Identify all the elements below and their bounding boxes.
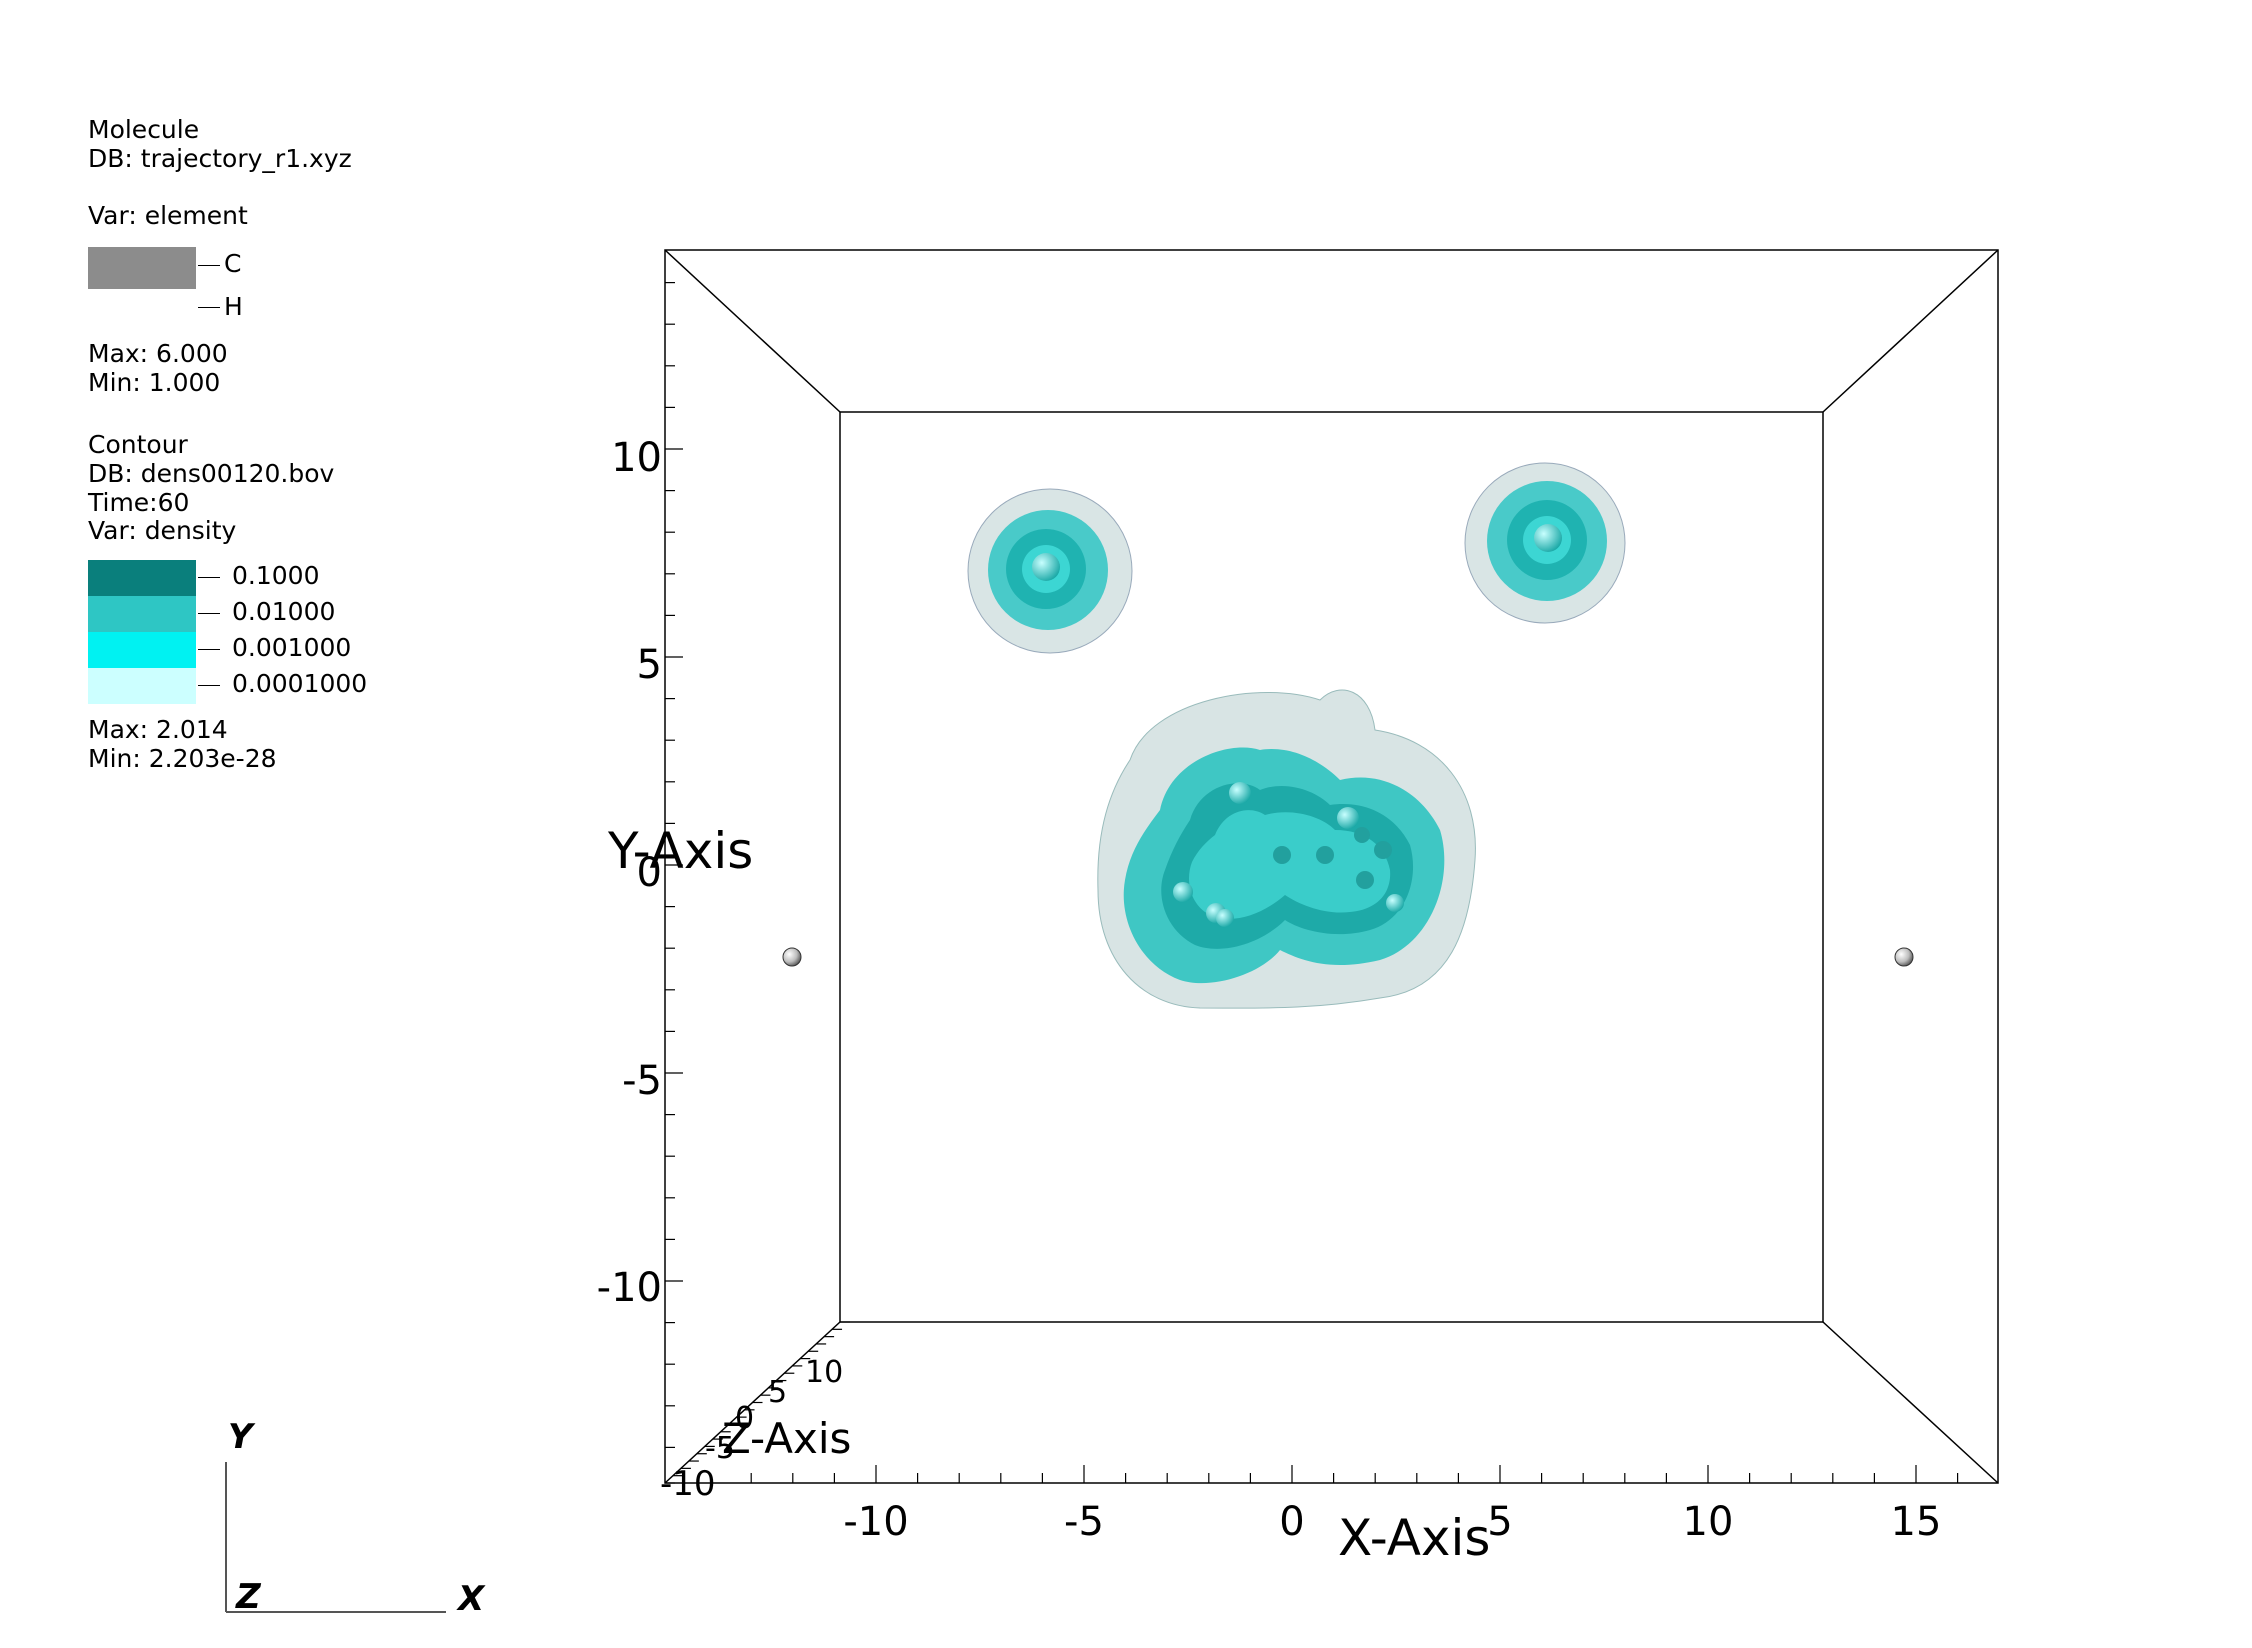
x-tick-label: 15 [1891,1499,1942,1545]
z-tick-label: -10 [660,1464,716,1504]
z-tick-label: -5 [705,1431,735,1466]
x-tick-labels: -10 -5 0 5 10 15 [843,1499,1941,1545]
box-back-face [839,411,1824,1323]
triad-x-label: X [456,1579,486,1619]
x-tick-label: 0 [1279,1499,1304,1545]
contour-legend-max: Max: 2.014 [88,715,228,744]
triad-z-label: Z [235,1577,262,1617]
x-tick-label: 10 [1683,1499,1734,1545]
y-tick-label: 0 [637,850,662,896]
y-tick-label: 10 [611,435,662,481]
atom-sphere [1216,909,1234,927]
legend-tick [198,265,220,266]
density-blob-molecule [1097,689,1476,1009]
x-axis-title: X-Axis [1338,1509,1490,1567]
density-blob-right [1464,462,1626,624]
contour-swatch-1 [88,596,196,632]
contour-swatch-3 [88,668,196,704]
legend-label-h: H [224,292,243,321]
x-tick-label: -5 [1064,1499,1104,1545]
atom-sphere [1173,882,1193,902]
z-tick-label: 10 [805,1355,843,1390]
contour-level-0: 0.1000 [232,561,320,590]
y-axis-title: Y-Axis [607,822,753,880]
y-tick-label: -5 [622,1058,662,1104]
atom-sphere [1356,871,1374,889]
legend-tick [198,649,220,650]
atom-sphere [1337,807,1359,829]
contour-swatch-0 [88,560,196,596]
y-tick-labels: 10 5 0 -5 -10 [597,435,662,1311]
contour-level-3: 0.0001000 [232,669,368,698]
atom-sphere [1386,894,1404,912]
x-tick-label: -10 [843,1499,908,1545]
contour-legend-var: Var: density [88,516,237,545]
triad-y-label: Y [228,1417,256,1457]
atom-sphere-isolated-left [782,947,802,967]
density-blob-left [967,488,1133,654]
contour-legend-db: DB: dens00120.bov [88,459,335,488]
z-axis-title: Z-Axis [722,1414,851,1463]
legend-tick [198,613,220,614]
atom-sphere [1316,846,1334,864]
z-tick-label: 5 [768,1375,787,1410]
molecule-legend-title: Molecule [88,115,200,144]
isosurface-core [1189,810,1391,919]
box-edge [1822,249,1999,413]
atom-sphere [1273,846,1291,864]
box-edge [1822,1321,1999,1484]
molecule-legend-min: Min: 1.000 [88,368,221,397]
y-tick-label: 5 [637,642,662,688]
legend-tick [198,307,220,308]
contour-level-1: 0.01000 [232,597,336,626]
contour-level-2: 0.001000 [232,633,352,662]
axis-ticks [665,282,1959,1484]
contour-legend-title: Contour [88,430,188,459]
legend-swatch-c [88,247,196,289]
x-tick-label: 5 [1487,1499,1512,1545]
z-tick-labels: 10 5 0 -5 -10 [660,1355,843,1504]
orientation-triad: Y X Z [225,1417,486,1619]
molecule-legend-var: Var: element [88,201,248,230]
box-edge [664,249,841,413]
atom-sphere [1374,841,1392,859]
atom-sphere [1229,782,1251,804]
atom-sphere [1354,827,1370,843]
z-tick-label: 0 [735,1401,754,1436]
contour-legend-min: Min: 2.203e-28 [88,744,277,773]
box-front-face [664,249,1999,1484]
molecule-legend-max: Max: 6.000 [88,339,228,368]
atom-sphere [1534,524,1562,552]
legend-label-c: C [224,249,242,278]
molecule-legend-db: DB: trajectory_r1.xyz [88,144,352,173]
legend-tick [198,577,220,578]
y-tick-label: -10 [597,1265,662,1311]
legend-tick [198,685,220,686]
atom-sphere-isolated-right [1894,947,1914,967]
bounding-box [664,249,1999,1484]
atom-sphere [1032,553,1060,581]
contour-swatch-2 [88,632,196,668]
contour-legend-time: Time:60 [88,488,190,517]
